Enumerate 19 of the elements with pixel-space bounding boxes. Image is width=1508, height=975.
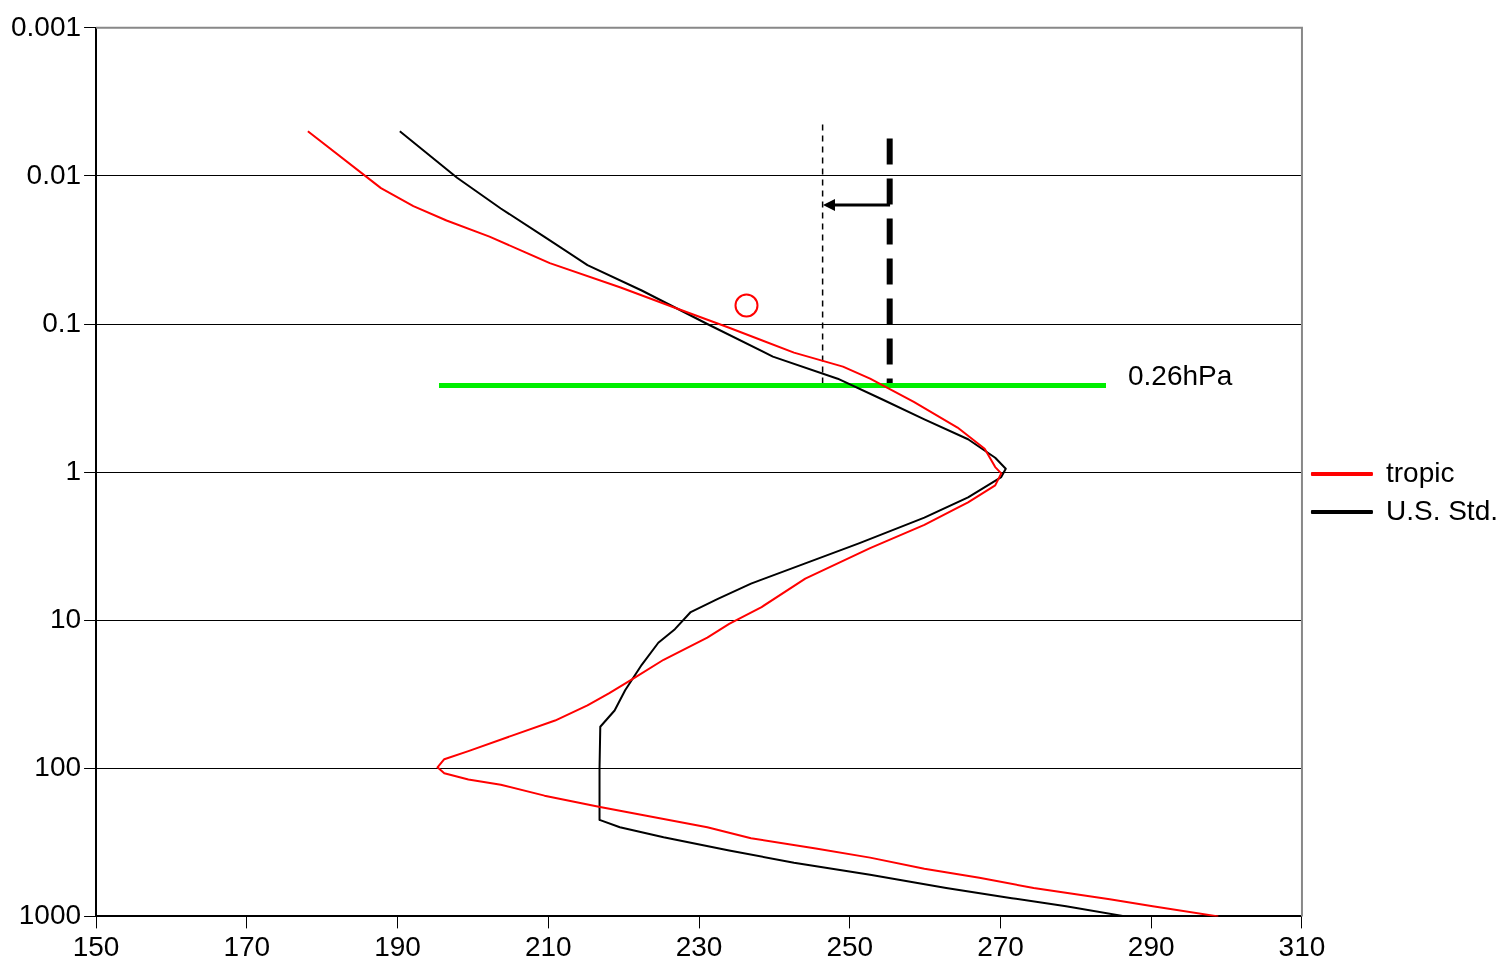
x-tick-label: 210 (524, 930, 572, 962)
x-tick-label: 150 (72, 930, 120, 962)
y-tick-label: 0.1 (42, 306, 82, 338)
x-tick-label: 290 (1127, 930, 1175, 962)
x-tick-label: 310 (1278, 930, 1326, 962)
x-tick-label: 170 (223, 930, 271, 962)
y-tick-label: 1000 (18, 899, 82, 931)
y-tick-label: 0.001 (10, 10, 82, 42)
legend-label: U.S. Std. (1385, 494, 1499, 526)
legend-label: tropic (1385, 456, 1455, 488)
x-tick-label: 250 (826, 930, 874, 962)
y-tick-label: 100 (34, 751, 82, 783)
x-tick-label: 270 (977, 930, 1024, 962)
x-tick-label: 190 (374, 930, 421, 962)
annotation: 0.26hPa (1128, 360, 1233, 392)
x-tick-label: 230 (675, 930, 723, 962)
y-tick-label: 0.01 (26, 158, 82, 190)
y-tick-label: 1 (65, 454, 82, 486)
y-tick-label: 10 (49, 602, 82, 634)
